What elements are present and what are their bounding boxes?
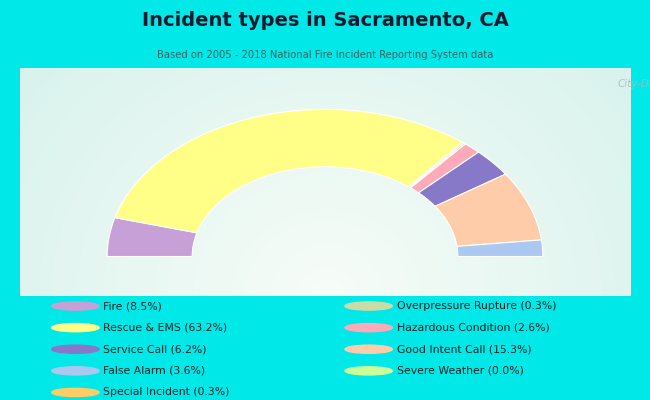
- Circle shape: [345, 324, 393, 332]
- Text: Special Incident (0.3%): Special Incident (0.3%): [103, 388, 230, 398]
- Text: Based on 2005 - 2018 National Fire Incident Reporting System data: Based on 2005 - 2018 National Fire Incid…: [157, 50, 493, 60]
- Circle shape: [52, 345, 99, 353]
- Text: Rescue & EMS (63.2%): Rescue & EMS (63.2%): [103, 323, 228, 333]
- Text: Good Intent Call (15.3%): Good Intent Call (15.3%): [396, 344, 532, 354]
- Wedge shape: [419, 152, 506, 206]
- Text: Service Call (6.2%): Service Call (6.2%): [103, 344, 207, 354]
- Circle shape: [345, 367, 393, 375]
- Circle shape: [52, 388, 99, 396]
- Wedge shape: [115, 109, 462, 233]
- Wedge shape: [107, 218, 197, 256]
- Text: Severe Weather (0.0%): Severe Weather (0.0%): [396, 366, 524, 376]
- Circle shape: [52, 324, 99, 332]
- Circle shape: [52, 302, 99, 310]
- Text: Overpressure Rupture (0.3%): Overpressure Rupture (0.3%): [396, 301, 556, 311]
- Text: City-Data.com: City-Data.com: [618, 79, 650, 89]
- Text: False Alarm (3.6%): False Alarm (3.6%): [103, 366, 205, 376]
- Text: Fire (8.5%): Fire (8.5%): [103, 301, 162, 311]
- Wedge shape: [410, 143, 465, 188]
- Wedge shape: [411, 144, 478, 193]
- Wedge shape: [457, 240, 543, 256]
- Wedge shape: [435, 174, 541, 246]
- Wedge shape: [409, 142, 464, 187]
- Circle shape: [345, 345, 393, 353]
- Circle shape: [345, 302, 393, 310]
- Text: Hazardous Condition (2.6%): Hazardous Condition (2.6%): [396, 323, 549, 333]
- Text: Incident types in Sacramento, CA: Incident types in Sacramento, CA: [142, 11, 508, 30]
- Circle shape: [52, 367, 99, 375]
